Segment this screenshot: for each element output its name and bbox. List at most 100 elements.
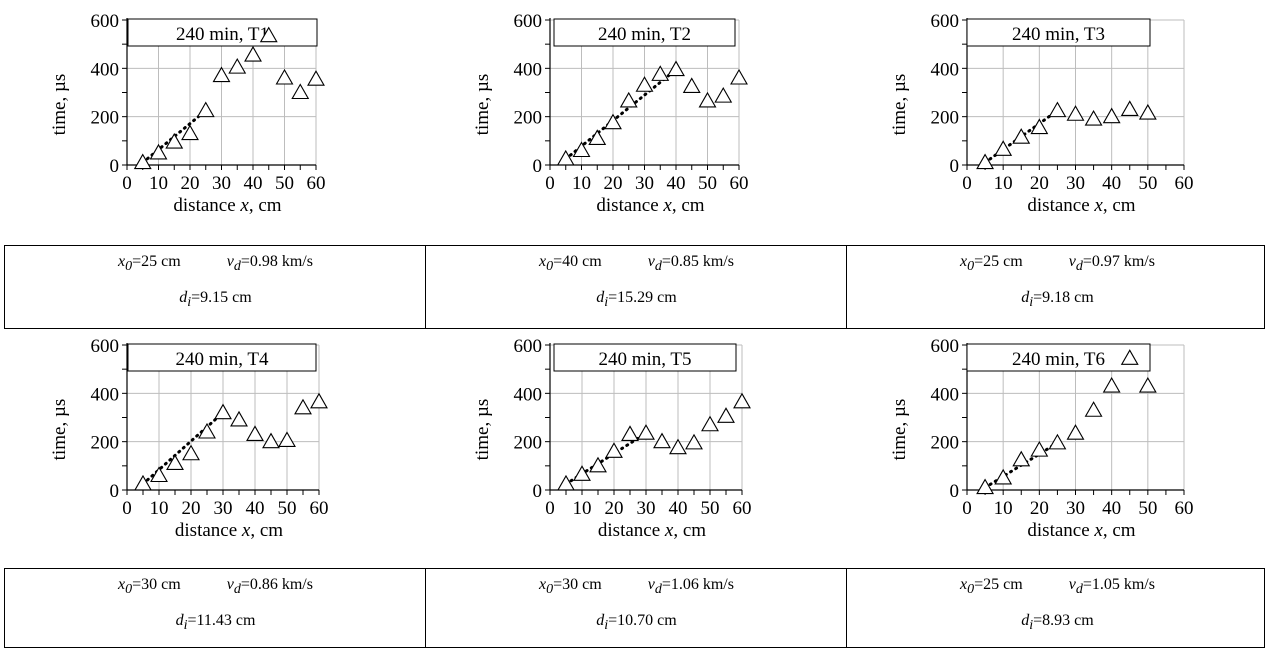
x-tick-label: 30 — [214, 498, 233, 519]
data-point — [702, 417, 718, 431]
data-point — [1104, 378, 1120, 392]
x-tick-label: 0 — [962, 173, 972, 194]
data-point — [229, 59, 245, 73]
x-tick-label: 20 — [1030, 173, 1049, 194]
x-axis-label: distance x, cm — [598, 520, 706, 541]
x-axis-label: distance x, cm — [175, 520, 283, 541]
vd-value: =1.05 km/s — [1083, 576, 1155, 593]
vd-value: =0.97 km/s — [1083, 253, 1155, 270]
info-cell-5: x0=30 cm vd=1.06 km/s di=10.70 cm — [425, 568, 848, 650]
y-tick-label: 600 — [514, 336, 543, 357]
data-point — [1031, 442, 1047, 456]
data-point — [245, 47, 261, 61]
data-point — [637, 77, 653, 91]
x-tick-label: 40 — [669, 498, 688, 519]
y-tick-label: 400 — [514, 384, 543, 405]
data-point — [292, 85, 308, 99]
data-point — [590, 458, 606, 472]
data-point — [1068, 425, 1084, 439]
di-value: =10.70 cm — [608, 612, 677, 629]
chart-panel-2: 0 10 20 30 40 50 60 0 200 400 600 distance x, cm tim… — [423, 0, 846, 240]
data-point — [606, 443, 622, 457]
y-tick-label: 0 — [110, 481, 120, 502]
info-x0-vd: x0=30 cm vd=0.86 km/s — [4, 576, 427, 598]
x-tick-label: 60 — [310, 498, 329, 519]
data-point — [638, 425, 654, 439]
di-value: =8.93 cm — [1033, 612, 1094, 629]
y-tick-label: 0 — [533, 156, 543, 177]
x-tick-label: 30 — [1066, 498, 1085, 519]
y-tick-label: 600 — [91, 11, 120, 32]
info-x0-vd: x0=25 cm vd=0.97 km/s — [846, 253, 1269, 275]
y-tick-label: 200 — [931, 433, 960, 454]
chart-panel-5: 0 10 20 30 40 50 60 0 200 400 600 distance x, cm tim… — [423, 325, 846, 565]
y-tick-label: 600 — [514, 11, 543, 32]
x0-value: =40 cm — [553, 253, 602, 270]
data-point — [151, 145, 167, 159]
y-tick-label: 0 — [950, 481, 960, 502]
y-axis-label: time, µs — [889, 399, 910, 461]
x-tick-label: 20 — [605, 498, 624, 519]
x-tick-label: 50 — [698, 173, 717, 194]
y-tick-label: 200 — [91, 108, 120, 129]
data-point — [231, 412, 247, 426]
y-tick-label: 600 — [931, 11, 960, 32]
y-axis-label: time, µs — [889, 74, 910, 136]
data-point — [308, 71, 324, 85]
data-point — [977, 480, 993, 494]
x-tick-label: 10 — [149, 173, 168, 194]
x-tick-label: 10 — [150, 498, 169, 519]
chart-svg: 0 10 20 30 40 50 600200400600distance x, cmtim… — [846, 325, 1269, 570]
y-tick-label: 0 — [110, 156, 120, 177]
y-tick-label: 400 — [514, 59, 543, 80]
x-tick-label: 20 — [181, 173, 200, 194]
data-point — [977, 155, 993, 169]
x-tick-label: 30 — [637, 498, 656, 519]
y-tick-label: 400 — [931, 384, 960, 405]
data-point — [1140, 105, 1156, 119]
chart-panel-6: 0 10 20 30 40 50 60 0 200 400 600 distance x, cm tim… — [846, 325, 1269, 565]
info-di: di=11.43 cm — [4, 612, 427, 634]
x-tick-label: 50 — [275, 173, 294, 194]
x-tick-label: 60 — [733, 498, 752, 519]
info-di: di=9.15 cm — [4, 289, 427, 311]
data-point — [621, 93, 637, 107]
x-tick-label: 50 — [701, 498, 720, 519]
data-point — [684, 78, 700, 92]
info-x0-vd: x0=40 cm vd=0.85 km/s — [425, 253, 848, 275]
info-di: di=10.70 cm — [425, 612, 848, 634]
info-x0-vd: x0=25 cm vd=1.05 km/s — [846, 576, 1269, 598]
x-tick-label: 50 — [278, 498, 297, 519]
x-tick-label: 60 — [307, 173, 326, 194]
data-point — [995, 141, 1011, 155]
data-point — [1049, 103, 1065, 117]
x0-value: =30 cm — [553, 576, 602, 593]
x-tick-label: 10 — [572, 173, 591, 194]
x-tick-label: 10 — [573, 498, 592, 519]
info-di: di=15.29 cm — [425, 289, 848, 311]
data-point — [167, 455, 183, 469]
x-tick-label: 30 — [212, 173, 231, 194]
x-tick-label: 0 — [545, 173, 555, 194]
data-point — [654, 434, 670, 448]
y-tick-label: 200 — [514, 108, 543, 129]
vd-value: =1.06 km/s — [662, 576, 734, 593]
x-tick-label: 40 — [1102, 498, 1121, 519]
x-tick-label: 30 — [635, 173, 654, 194]
x-tick-label: 60 — [730, 173, 749, 194]
y-tick-label: 400 — [91, 59, 120, 80]
data-point — [589, 130, 605, 144]
di-value: =11.43 cm — [187, 612, 255, 629]
data-point — [247, 426, 263, 440]
data-point — [1013, 452, 1029, 466]
data-point — [734, 394, 750, 408]
chart-tag: 240 min, T2 — [598, 24, 691, 45]
y-tick-label: 200 — [91, 433, 120, 454]
chart-panel-1: 0 10 20 30 40 50 60 0 200 400 600 distance x, cm tim… — [0, 0, 423, 240]
info-cell-3: x0=25 cm vd=0.97 km/s di=9.18 cm — [846, 245, 1269, 327]
info-cell-4: x0=30 cm vd=0.86 km/s di=11.43 cm — [4, 568, 427, 650]
x0-value: =25 cm — [974, 253, 1023, 270]
chart-tag: 240 min, T1 — [176, 24, 269, 45]
